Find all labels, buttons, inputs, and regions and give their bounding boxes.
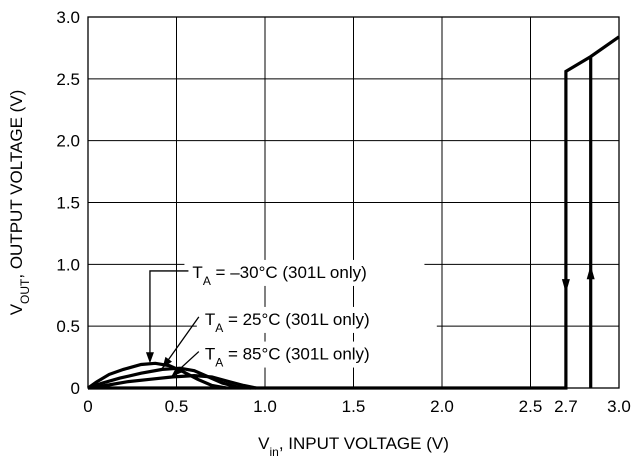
annotation-label: TA = 25°C (301L only) (205, 310, 370, 335)
annotation-label: TA = 85°C (301L only) (205, 345, 370, 370)
y-tick-label: 0.5 (56, 317, 80, 336)
x-tick-label: 3.0 (607, 397, 631, 416)
annotation-box (196, 306, 437, 333)
annotation-arrowhead (162, 356, 172, 369)
x-tick-label: 2.0 (430, 397, 454, 416)
x-axis-label: Vin, INPUT VOLTAGE (V) (258, 434, 449, 458)
annotation-label: TA = –30°C (301L only) (192, 263, 366, 288)
x-tick-label: 2.7 (554, 397, 578, 416)
y-tick-label: 2.5 (56, 70, 80, 89)
x-tick-label: 0.5 (165, 397, 189, 416)
y-tick-label: 2.0 (56, 132, 80, 151)
plot-frame (87, 16, 620, 389)
y-axis-label: VOUT, OUTPUT VOLTAGE (V) (7, 90, 32, 316)
annotation-pointer (149, 270, 189, 362)
annotations: TA = –30°C (301L only) TA = 25°C (301L on… (145, 259, 437, 378)
x-tick-label: 1.5 (342, 397, 366, 416)
annotation-arrowhead (171, 366, 183, 377)
direction-arrow-down (561, 279, 570, 294)
x-tick-label: 1.0 (253, 397, 277, 416)
x-tick-label: 2.5 (519, 397, 543, 416)
annotation-arrowhead (145, 352, 154, 364)
x-tick-label: 0 (83, 397, 92, 416)
series-line-5 (87, 373, 257, 390)
annotation-box (184, 259, 425, 286)
y-tick-label: 1.0 (56, 255, 80, 274)
y-tick-label: 0 (71, 379, 80, 398)
y-tick-label: 1.5 (56, 194, 80, 213)
tick-labels: 0 0.5 1.0 1.5 2.0 2.5 2.7 3.0 0 0.5 1.0 1.5 2.0 2.5 3.… (56, 8, 630, 416)
series-line-3 (87, 361, 227, 390)
y-tick-label: 3.0 (56, 8, 80, 27)
direction-arrow-up (586, 265, 595, 280)
annotation-box (196, 341, 437, 368)
